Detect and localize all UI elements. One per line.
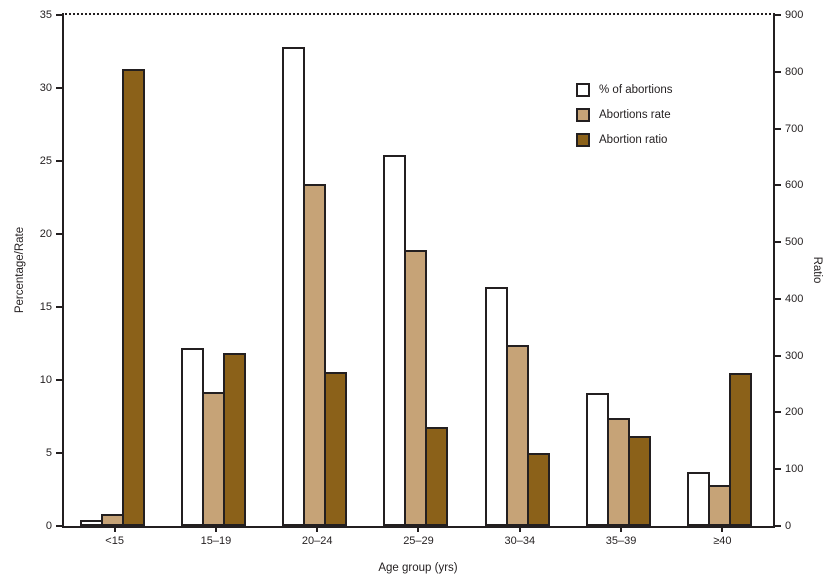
x-tick-label: 30–34 [504, 535, 536, 547]
bar-abortions-rate-3 [303, 184, 327, 526]
legend-item-percent-of-abortions: % of abortions [576, 83, 673, 97]
x-tick-label: 25–29 [403, 535, 434, 547]
x-tick [113, 526, 116, 532]
left-y-tick-label: 10 [39, 374, 52, 387]
x-tick-label: 20–24 [301, 535, 333, 547]
bar--of-abortions-7 [687, 471, 711, 526]
left-y-tick [56, 87, 62, 89]
x-tick-label: 35–39 [605, 535, 637, 547]
right-y-tick-label: 100 [785, 463, 804, 476]
left-y-tick-label: 25 [39, 155, 52, 167]
bar-abortions-rate-4 [404, 250, 428, 526]
right-y-tick [775, 127, 781, 130]
category-group-4: 25–29 [368, 15, 469, 547]
bar--of-abortions-6 [586, 393, 610, 526]
category-group-3: 20–24 [267, 15, 368, 547]
left-y-tick [56, 452, 62, 455]
x-tick [518, 526, 521, 532]
bar-abortion-ratio-7 [729, 372, 753, 526]
x-axis-title: Age group (yrs) [378, 562, 458, 574]
legend-swatch-abortion-ratio [576, 133, 590, 147]
legend: % of abortions Abortions rate Abortion r… [576, 83, 673, 158]
category-group-6: 35–39 [570, 15, 671, 547]
x-tick [417, 526, 420, 532]
left-y-tick-label: 0 [45, 520, 52, 532]
right-y-tick-label: 300 [785, 349, 804, 362]
bar-abortions-rate-5 [505, 344, 529, 526]
bar--of-abortions-3 [282, 47, 306, 526]
right-y-tick [775, 411, 781, 414]
bar-abortions-rate-1 [100, 514, 124, 526]
left-y-tick [56, 379, 62, 382]
right-y-tick [775, 525, 781, 527]
left-y-tick [56, 14, 62, 16]
left-y-tick-label: 15 [39, 301, 52, 313]
left-y-tick [56, 525, 62, 527]
x-tick [316, 526, 319, 532]
x-tick [620, 526, 623, 532]
bar-abortion-ratio-1 [121, 68, 145, 526]
left-y-tick-label: 30 [39, 82, 52, 94]
right-y-tick [775, 70, 781, 73]
legend-swatch-percent-of-abortions [576, 83, 590, 97]
legend-label-abortions-rate: Abortions rate [599, 109, 671, 121]
x-tick [214, 526, 217, 532]
bar-abortion-ratio-2 [222, 352, 246, 526]
right-y-tick-label: 200 [785, 406, 804, 419]
left-y-tick-label: 5 [45, 447, 52, 460]
legend-label-percent-of-abortions: % of abortions [599, 84, 673, 96]
bar-abortion-ratio-5 [526, 453, 550, 526]
bar-abortion-ratio-3 [324, 371, 348, 526]
right-y-tick-label: 900 [785, 9, 804, 21]
left-y-tick-label: 35 [39, 9, 52, 21]
left-y-tick-label: 20 [39, 228, 52, 241]
x-tick-label: 15–19 [200, 535, 232, 547]
right-y-tick [775, 468, 781, 471]
bar-abortions-rate-6 [607, 417, 631, 526]
right-y-tick [775, 354, 781, 357]
legend-label-abortion-ratio: Abortion ratio [599, 134, 668, 146]
x-tick-label: ≥40 [713, 535, 732, 547]
bar--of-abortions-4 [383, 155, 407, 526]
bar-abortions-rate-7 [708, 485, 732, 526]
plot-area: 0 5 10 15 20 25 30 35 0 100 200 300 400 500 600 700 800… [40, 9, 804, 547]
right-y-tick-label: 600 [785, 179, 804, 192]
legend-item-abortion-ratio: Abortion ratio [576, 133, 673, 147]
category-group-1: <15 [64, 15, 165, 547]
category-group-2: 15–19 [165, 15, 266, 547]
left-axis-title: Percentage/Rate [14, 226, 26, 314]
right-y-tick [775, 14, 781, 16]
left-y-tick [56, 160, 62, 162]
bar-abortion-ratio-4 [425, 426, 449, 526]
bar-abortion-ratio-6 [628, 436, 652, 526]
left-y-tick [56, 306, 62, 308]
right-axis-title: Ratio [811, 256, 823, 284]
right-y-tick-label: 800 [785, 65, 804, 78]
right-y-tick [775, 241, 781, 244]
bar--of-abortions-2 [180, 347, 204, 526]
bars-area: <15 15–19 20–24 25–29 30–34 35–39 ≥40 [64, 15, 773, 547]
right-y-tick-label: 700 [785, 122, 804, 135]
x-tick-label: <15 [105, 535, 124, 547]
left-y-tick [56, 233, 62, 236]
right-y-tick [775, 297, 781, 300]
right-y-tick-label: 400 [785, 292, 804, 305]
legend-swatch-abortions-rate [576, 108, 590, 122]
x-tick [721, 526, 724, 532]
right-y-tick [775, 184, 781, 187]
right-y-tick-label: 0 [785, 520, 792, 532]
bar--of-abortions-5 [484, 286, 508, 526]
bar--of-abortions-1 [79, 520, 103, 526]
category-group-7: ≥40 [672, 15, 773, 547]
category-group-5: 30–34 [469, 15, 570, 547]
right-y-tick-label: 500 [785, 236, 804, 249]
legend-item-abortions-rate: Abortions rate [576, 108, 673, 122]
bar-abortions-rate-2 [201, 391, 225, 526]
